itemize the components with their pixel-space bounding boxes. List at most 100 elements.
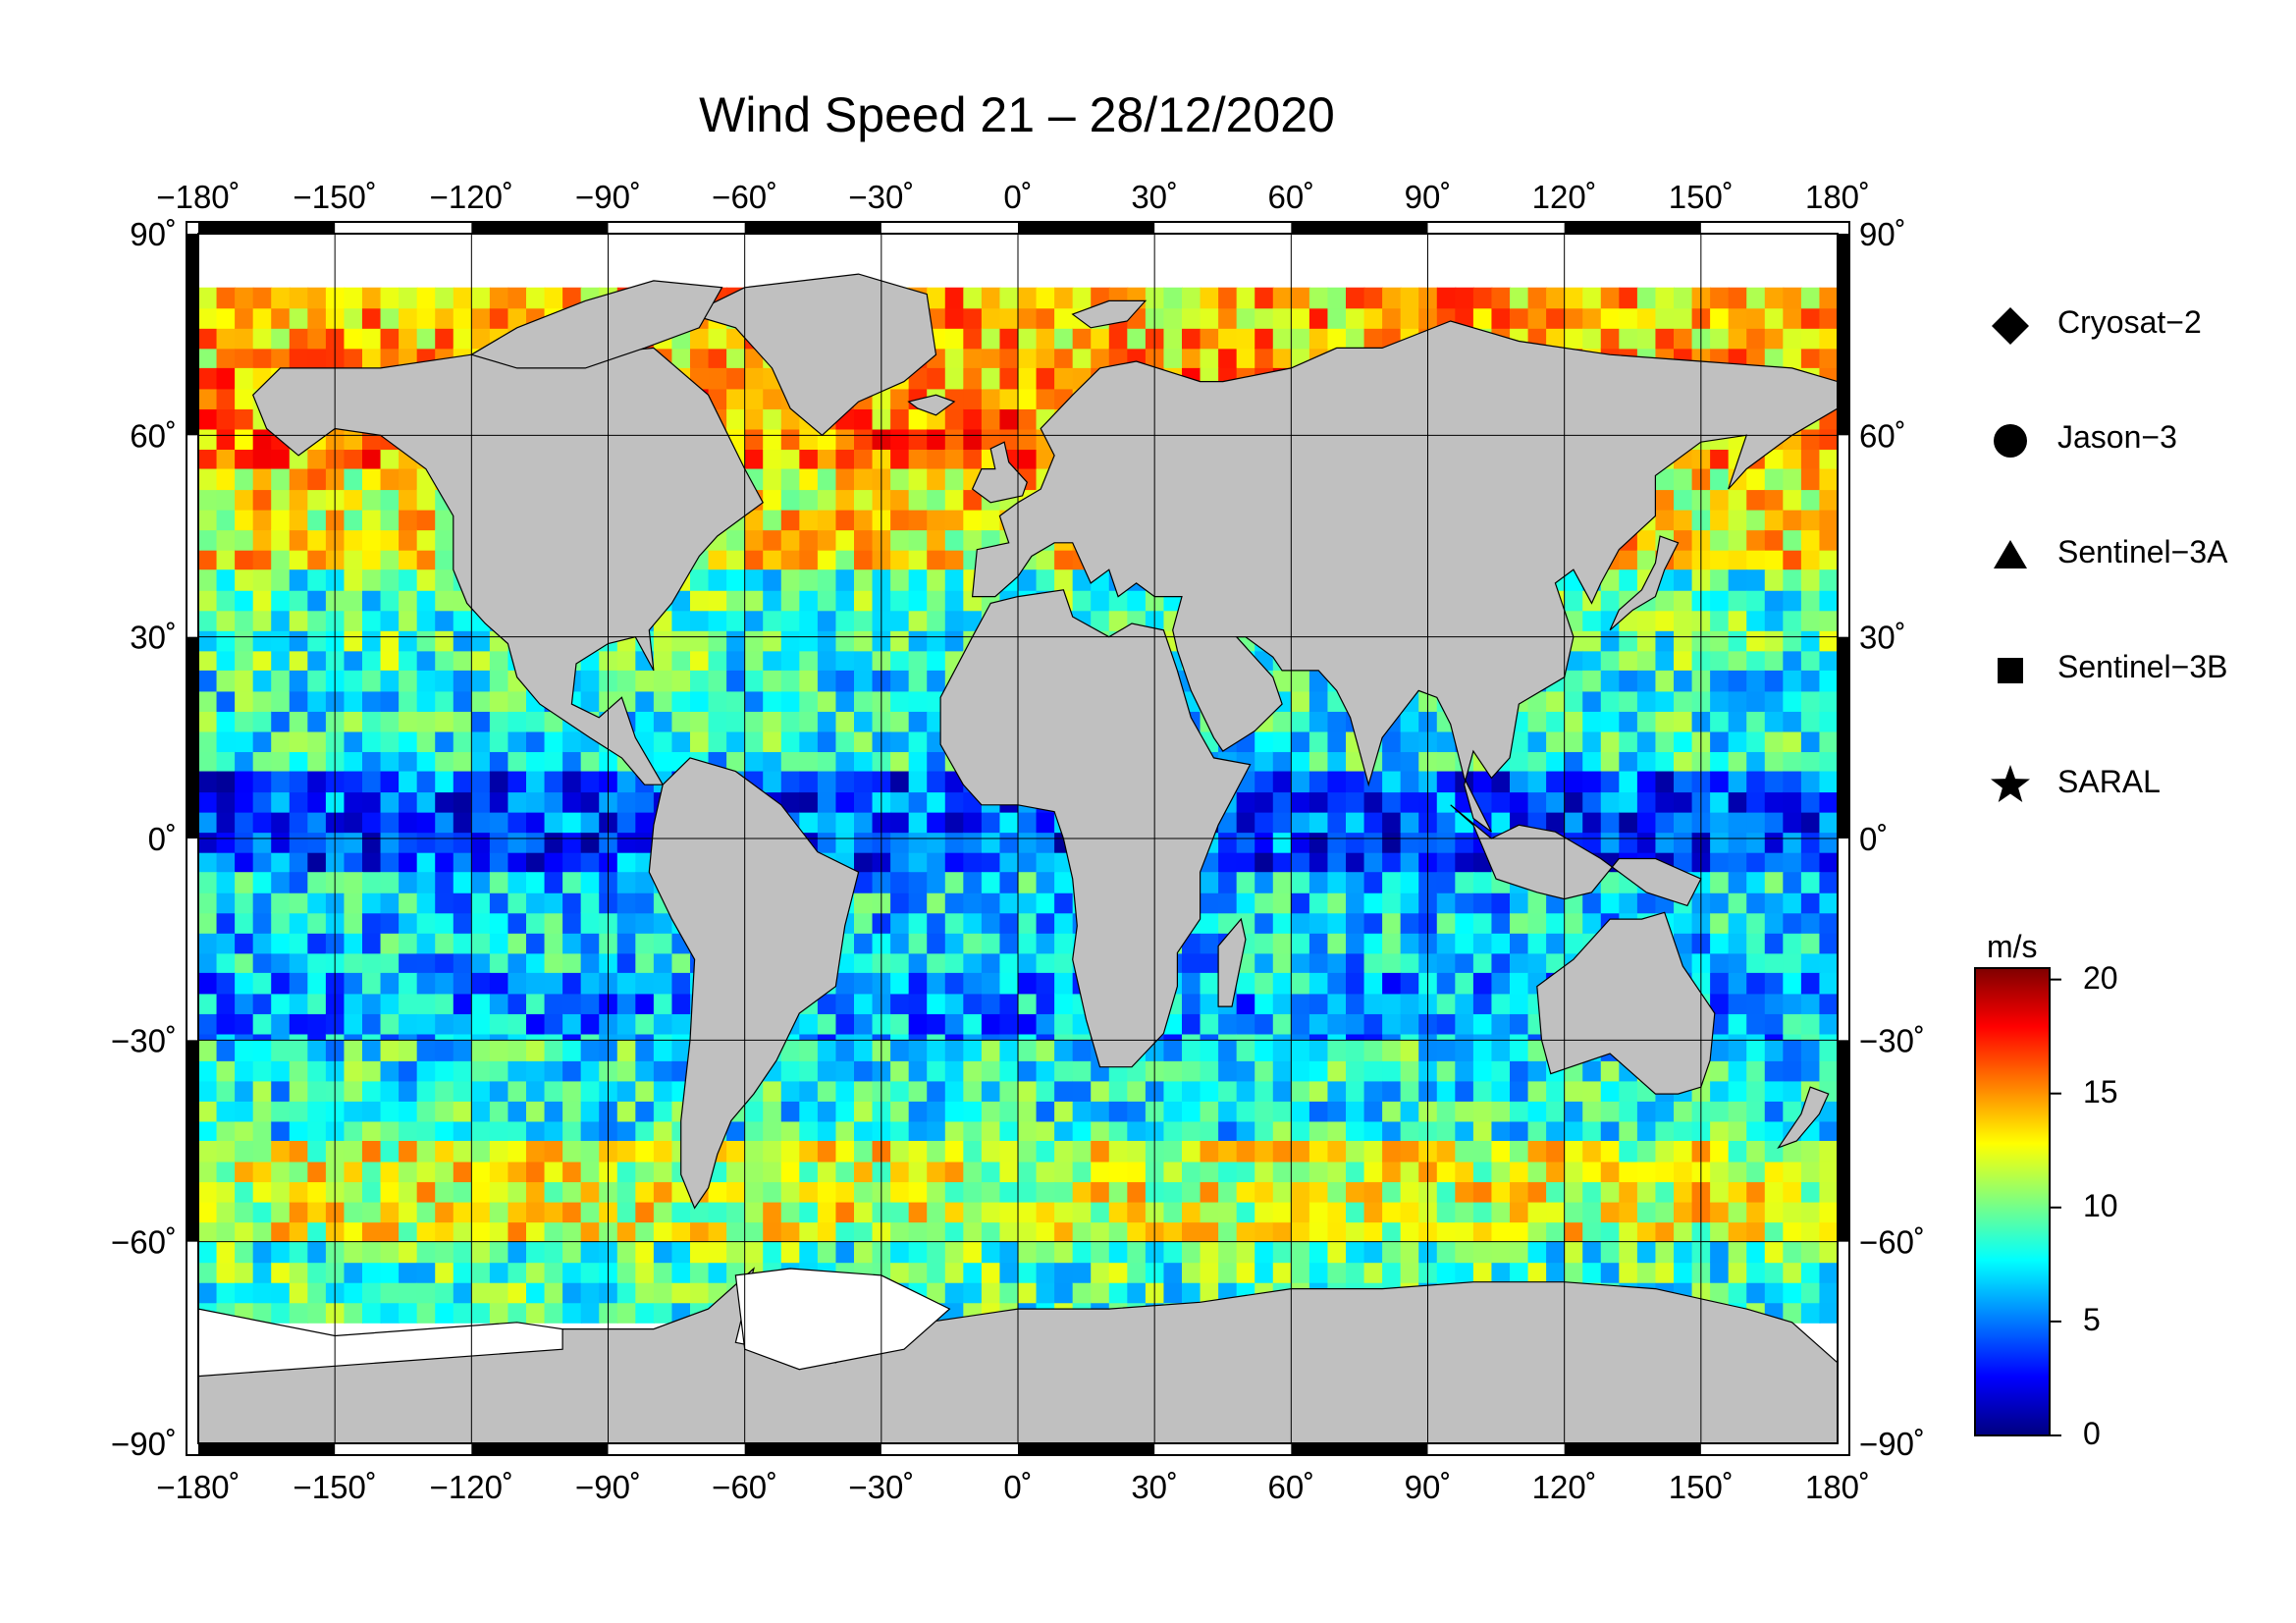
- wind-cell: [198, 710, 218, 732]
- wind-cell: [1036, 1201, 1056, 1223]
- wind-cell: [271, 892, 291, 914]
- wind-cell: [799, 1100, 819, 1122]
- wind-cell: [1054, 952, 1074, 974]
- wind-cell: [580, 811, 601, 834]
- wind-cell: [1619, 569, 1638, 591]
- wind-cell: [908, 832, 929, 853]
- wind-cell: [1346, 1141, 1365, 1163]
- wind-cell: [963, 307, 983, 329]
- wind-cell: [380, 549, 400, 571]
- wind-cell: [1764, 912, 1785, 934]
- wind-cell: [1783, 610, 1802, 631]
- wind-cell: [817, 468, 837, 491]
- wind-cell: [1636, 1161, 1657, 1183]
- wind-cell: [307, 1221, 327, 1243]
- wind-cell: [453, 1141, 473, 1163]
- wind-cell: [399, 610, 418, 631]
- wind-cell: [271, 832, 291, 853]
- wind-cell: [562, 1080, 582, 1102]
- wind-cell: [616, 972, 637, 995]
- wind-cell: [1182, 1201, 1201, 1223]
- wind-cell: [1619, 710, 1638, 732]
- wind-cell: [1783, 1080, 1802, 1102]
- wind-cell: [1018, 1241, 1038, 1264]
- wind-cell: [1291, 730, 1310, 753]
- wind-cell: [671, 348, 691, 369]
- wind-cell: [1127, 1161, 1147, 1183]
- wind-cell: [198, 549, 218, 571]
- wind-cell: [1674, 650, 1693, 672]
- wind-cell: [1527, 287, 1548, 309]
- wind-cell: [635, 1181, 655, 1203]
- wind-cell: [235, 610, 254, 631]
- frame-segment: [744, 1443, 881, 1455]
- wind-cell: [708, 1201, 728, 1223]
- wind-cell: [1582, 307, 1602, 329]
- wind-cell: [271, 1221, 291, 1243]
- wind-cell: [399, 569, 418, 591]
- wind-cell: [489, 952, 509, 974]
- wind-cell: [890, 1201, 910, 1223]
- wind-cell: [307, 730, 327, 753]
- wind-cell: [1510, 1161, 1529, 1183]
- wind-cell: [1491, 1059, 1511, 1082]
- wind-cell: [198, 348, 218, 369]
- wind-cell: [271, 1100, 291, 1122]
- wind-cell: [1746, 811, 1766, 834]
- diamond-icon: [1992, 307, 2029, 345]
- wind-cell: [1746, 670, 1766, 692]
- wind-cell: [271, 1120, 291, 1142]
- frame-segment: [187, 1040, 198, 1242]
- wind-cell: [416, 972, 437, 995]
- wind-cell: [489, 872, 509, 893]
- wind-cell: [580, 1100, 601, 1122]
- wind-cell: [1783, 1262, 1802, 1283]
- wind-cell: [344, 1040, 363, 1061]
- wind-cell: [380, 348, 400, 369]
- wind-cell: [1382, 771, 1402, 793]
- wind-cell: [416, 952, 437, 974]
- wind-cell: [1472, 872, 1493, 893]
- colorbar-tick-label: 5: [2083, 1301, 2101, 1337]
- wind-cell: [1783, 791, 1802, 813]
- wind-cell: [471, 1262, 491, 1283]
- wind-cell: [817, 811, 837, 834]
- wind-cell: [416, 1080, 437, 1102]
- wind-cell: [763, 710, 782, 732]
- longitude-tick-label: 120˚: [1532, 179, 1597, 215]
- wind-cell: [1764, 549, 1785, 571]
- wind-cell: [216, 1262, 237, 1283]
- wind-cell: [1054, 1059, 1074, 1082]
- wind-cell: [1710, 1100, 1730, 1122]
- wind-cell: [453, 952, 473, 974]
- wind-cell: [999, 1100, 1019, 1122]
- wind-cell: [1636, 892, 1657, 914]
- wind-cell: [1036, 348, 1056, 369]
- wind-cell: [817, 509, 837, 531]
- wind-cell: [1655, 307, 1675, 329]
- wind-cell: [307, 348, 327, 369]
- wind-cell: [216, 952, 237, 974]
- wind-cell: [1182, 1241, 1201, 1264]
- wind-cell: [890, 1059, 910, 1082]
- wind-cell: [1746, 348, 1766, 369]
- wind-cell: [1455, 1201, 1474, 1223]
- wind-cell: [307, 1059, 327, 1082]
- wind-cell: [835, 610, 855, 631]
- wind-cell: [1582, 1100, 1602, 1122]
- wind-cell: [671, 1221, 691, 1243]
- wind-cell: [1655, 1120, 1675, 1142]
- wind-cell: [1400, 1221, 1420, 1243]
- wind-cell: [854, 549, 874, 571]
- wind-cell: [307, 307, 327, 329]
- wind-cell: [908, 449, 929, 470]
- wind-cell: [216, 1100, 237, 1122]
- wind-cell: [763, 589, 782, 612]
- wind-cell: [1291, 993, 1310, 1014]
- wind-cell: [252, 1262, 273, 1283]
- wind-cell: [835, 449, 855, 470]
- wind-cell: [1546, 811, 1566, 834]
- wind-cell: [526, 811, 546, 834]
- wind-cell: [1272, 932, 1293, 954]
- wind-cell: [763, 468, 782, 491]
